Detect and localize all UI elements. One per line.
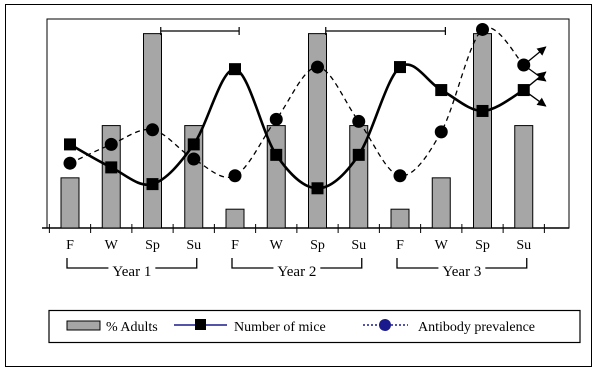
legend-label-adults: % Adults (106, 320, 158, 335)
x-tick-label-5: W (270, 238, 284, 253)
marker-mice-10 (476, 104, 489, 117)
marker-antibody-2 (146, 123, 159, 137)
marker-antibody-9 (434, 125, 448, 139)
marker-mice-4 (229, 63, 241, 76)
x-tick-label-9: W (435, 238, 449, 253)
x-tick-label-6: Sp (310, 238, 325, 253)
x-ticks (48, 224, 545, 233)
year-label-0: Year 1 (112, 264, 151, 280)
marker-antibody-3 (187, 152, 201, 166)
year-groups: Year 1 Year 2 Year 3 (66, 258, 528, 280)
legend-marker-square (195, 319, 206, 330)
marker-antibody-4 (228, 169, 242, 183)
bar-adults-8 (390, 208, 410, 229)
trend-arrows (523, 46, 547, 107)
marker-antibody-10 (476, 22, 489, 36)
bar-adults-6 (308, 33, 327, 229)
bar-adults-10 (473, 33, 492, 229)
marker-mice-0 (64, 138, 76, 151)
x-tick-label-10: Sp (475, 238, 490, 253)
chart: F W Sp Su F W Sp Su F W Sp Su Year 1 Year 2 Year 3 (42, 18, 570, 280)
line-series (69, 26, 525, 190)
bar-series (60, 33, 534, 229)
x-tick-label-7: Su (351, 238, 366, 253)
bar-adults-0 (60, 177, 80, 229)
x-tick-label-0: F (66, 238, 74, 253)
marker-mice-8 (394, 61, 406, 74)
marker-antibody-7 (352, 114, 366, 128)
x-tick-label-8: F (396, 238, 404, 253)
trend-arrow-1-0 (523, 71, 547, 91)
marker-mice-9 (435, 84, 448, 97)
legend-label-mice: Number of mice (234, 320, 326, 335)
x-tick-label-3: Su (186, 238, 201, 253)
marker-mice-6 (311, 182, 324, 195)
bar-adults-11 (514, 125, 534, 229)
trend-arrow-0-0 (523, 46, 547, 66)
marker-antibody-5 (269, 112, 283, 126)
legend-box (48, 309, 581, 344)
year-label-backing (108, 264, 156, 280)
x-tick-label-11: Su (516, 238, 531, 253)
year-label-backing (273, 264, 321, 280)
bar-adults-4 (225, 208, 245, 229)
antibody-prevalence-line (69, 26, 525, 178)
marker-antibody-8 (393, 169, 407, 183)
marker-mice-5 (270, 148, 283, 161)
marker-mice-3 (187, 138, 200, 151)
marker-antibody-6 (311, 60, 324, 74)
bar-adults-1 (101, 125, 121, 229)
x-tick-label-4: F (231, 238, 239, 253)
x-tick-label-1: W (105, 238, 119, 253)
trend-arrow-1-1 (523, 89, 547, 107)
marker-antibody-0 (63, 156, 77, 170)
legend-label-antibody: Antibody prevalence (418, 320, 535, 335)
year-label-backing (438, 264, 486, 280)
marker-mice-1 (105, 161, 118, 174)
legend-swatch-bar (66, 320, 101, 331)
year-label-1: Year 2 (277, 264, 316, 280)
marker-mice-2 (146, 178, 159, 191)
marker-mice-7 (352, 148, 365, 161)
line-markers (63, 22, 531, 195)
x-tick-labels: F W Sp Su F W Sp Su F W Sp Su (66, 238, 531, 253)
trend-arrow-0-1 (523, 64, 547, 82)
year-label-2: Year 3 (442, 264, 481, 280)
bar-adults-9 (431, 177, 451, 229)
annotation-brackets (160, 27, 446, 35)
legend: % Adults Number of mice Antibody prevale… (48, 309, 581, 344)
marker-antibody-1 (104, 137, 118, 151)
x-tick-label-2: Sp (145, 238, 160, 253)
legend-marker-circle (379, 319, 391, 331)
number-of-mice-line (69, 63, 525, 190)
